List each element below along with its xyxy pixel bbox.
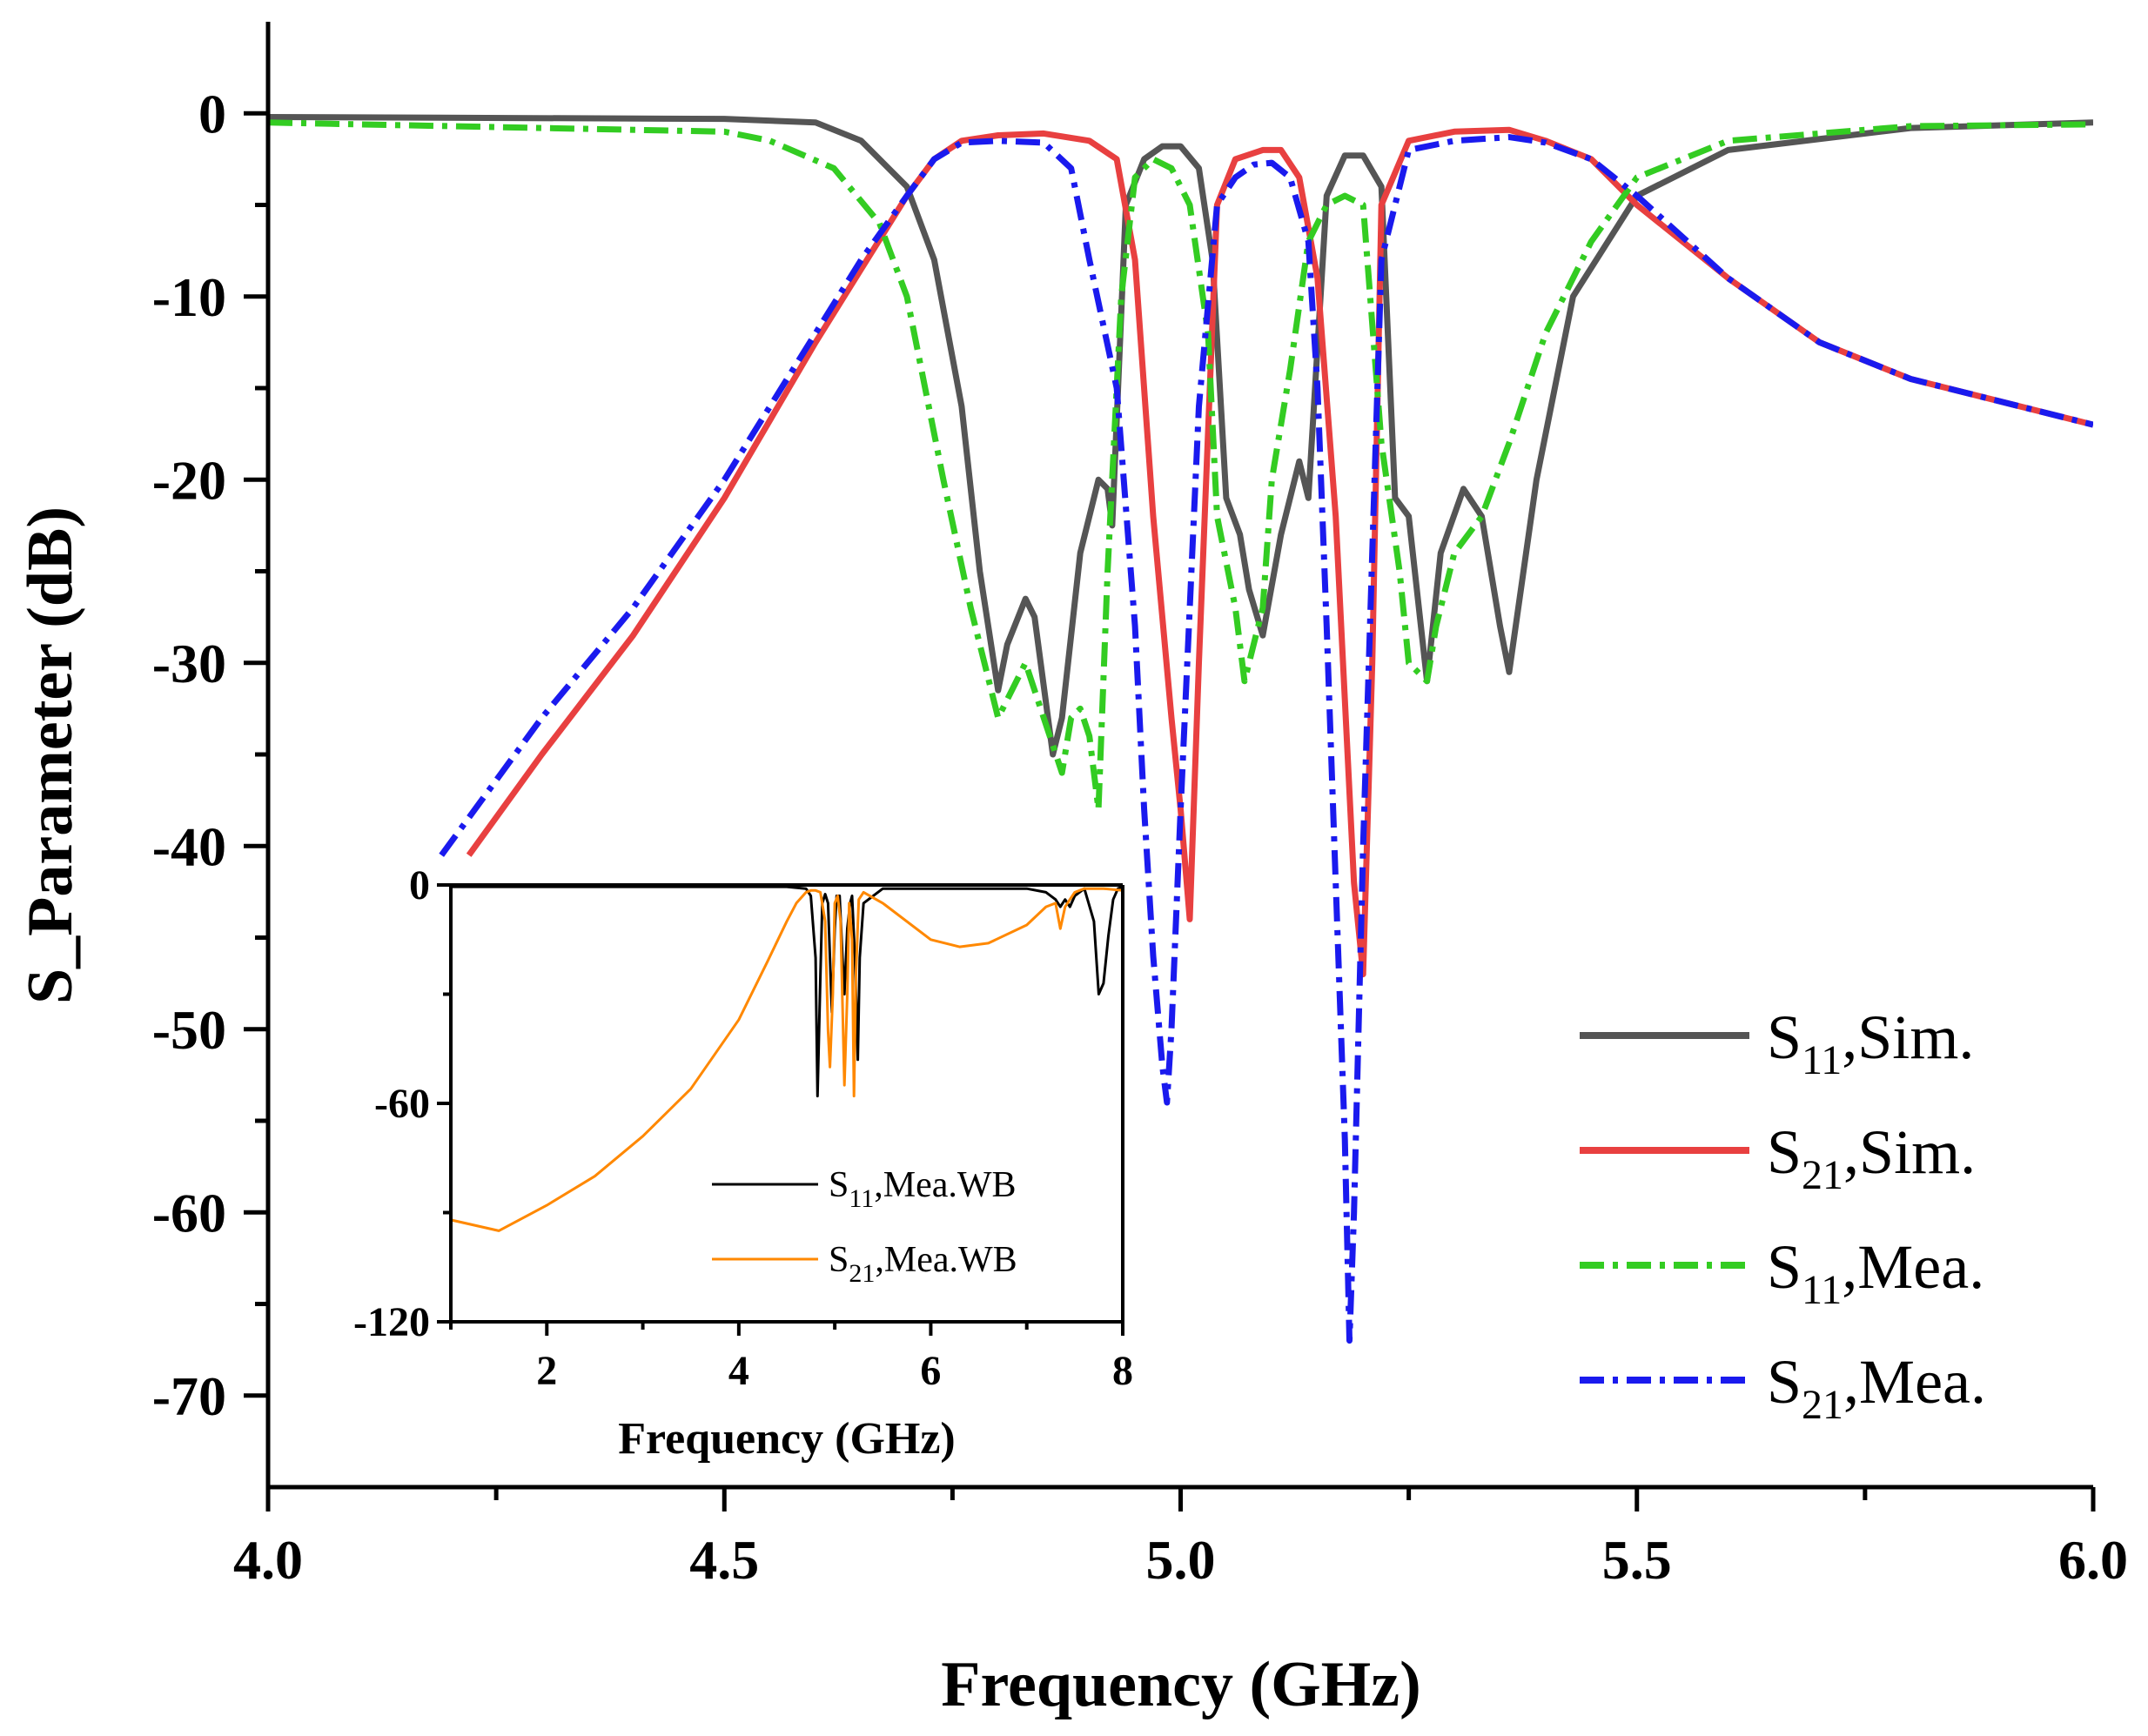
x-tick-label: 4.0 [233, 1529, 303, 1591]
y-tick-label: -20 [152, 449, 226, 511]
main-plot: 4.0 4.5 5.0 5.5 6.0 0 -10 -20 -30 -40 -50 -60 -70 F… [15, 22, 2128, 1720]
legend-label: S21,Mea. [1767, 1347, 1986, 1428]
series-line-s11-mea [268, 119, 2093, 813]
legend-label-sub: 21 [849, 1259, 875, 1288]
main-y-axis-title: S_Parameter (dB) [15, 506, 86, 1004]
legend-label-sub: 11 [1802, 1037, 1842, 1083]
legend-label: S21,Mea.WB [829, 1240, 1017, 1288]
legend-label: S11,Sim. [1767, 1002, 1974, 1083]
legend-label-main: S [1767, 1117, 1802, 1187]
legend-label-rest: ,Sim. [1843, 1117, 1976, 1187]
x-tick-label: 5.5 [1602, 1529, 1672, 1591]
y-tick-label: -10 [152, 266, 226, 328]
x-tick-label: 4.5 [689, 1529, 759, 1591]
legend-label-main: S [1767, 1232, 1802, 1302]
legend-label: S11,Mea.WB [829, 1165, 1017, 1213]
y-tick-label: 0 [198, 83, 226, 144]
legend-label-sub: 11 [1802, 1267, 1842, 1313]
legend-label-rest: ,Mea.WB [875, 1240, 1017, 1280]
legend-label-sub: 11 [849, 1184, 874, 1213]
y-tick-label: -120 [353, 1299, 430, 1345]
x-tick-label: 8 [1112, 1348, 1133, 1394]
legend-label-rest: ,Sim. [1842, 1002, 1974, 1072]
y-tick-label: -60 [374, 1081, 430, 1127]
legend-label-rest: ,Mea. [1842, 1232, 1984, 1302]
series-line-s21-mea-wb [451, 887, 1123, 1232]
legend-label: S21,Sim. [1767, 1117, 1976, 1198]
x-tick-label: 4 [728, 1348, 749, 1394]
y-tick-label: -40 [152, 815, 226, 877]
x-tick-label: 5.0 [1146, 1529, 1216, 1591]
inset-x-axis-title: Frequency (GHz) [618, 1414, 956, 1464]
y-tick-label: -30 [152, 633, 226, 694]
main-x-axis-title: Frequency (GHz) [941, 1649, 1420, 1720]
legend-label-main: S [1767, 1347, 1802, 1417]
x-tick-label: 6.0 [2058, 1529, 2128, 1591]
legend-label-rest: ,Mea.WB [874, 1165, 1016, 1205]
legend-label-main: S [829, 1165, 849, 1205]
legend-label-main: S [1767, 1002, 1802, 1072]
y-tick-label: -60 [152, 1182, 226, 1243]
y-tick-label: -50 [152, 999, 226, 1061]
series-line-s21-mea [439, 134, 2093, 1344]
legend-label-rest: ,Mea. [1843, 1347, 1986, 1417]
legend-label-sub: 21 [1802, 1382, 1843, 1428]
inset-plot: 2 4 6 8 0 -60 -120 Frequency (GHz) S11,Mea.WB… [353, 862, 1133, 1464]
series-line-s21-sim [466, 126, 2093, 978]
y-tick-label: 0 [409, 862, 430, 908]
y-tick-label: -70 [152, 1365, 226, 1427]
series-line-s11-mea-wb [451, 885, 1123, 1098]
main-legend: S11,Sim.S21,Sim.S11,Mea.S21,Mea. [1580, 1002, 1986, 1428]
legend-label-sub: 21 [1802, 1152, 1843, 1198]
legend-label-main: S [829, 1240, 849, 1280]
legend-label: S11,Mea. [1767, 1232, 1984, 1313]
x-tick-label: 6 [920, 1348, 941, 1394]
series-line-s11-sim [268, 114, 2093, 758]
x-tick-label: 2 [536, 1348, 557, 1394]
